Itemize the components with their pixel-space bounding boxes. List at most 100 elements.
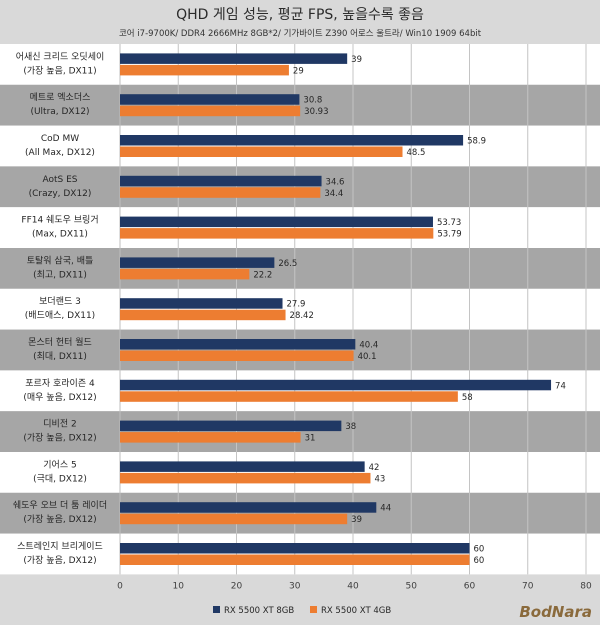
- category-label-sub: (가장 높음, DX12): [23, 514, 96, 525]
- category-label-sub: (가장 높음, DX11): [23, 65, 96, 76]
- legend-label: RX 5500 XT 4GB: [321, 606, 391, 616]
- category-label-sub: (Ultra, DX12): [30, 107, 89, 117]
- x-tick-label: 30: [289, 581, 301, 591]
- bar-4gb: [120, 554, 470, 565]
- bar-4gb: [120, 64, 289, 76]
- bar-8gb: [120, 339, 356, 350]
- data-label: 40.1: [358, 352, 377, 362]
- x-tick-label: 50: [406, 581, 418, 591]
- category-label: FF14 쉐도우 브링거: [21, 214, 98, 226]
- category-label-sub: (Max, DX11): [32, 230, 88, 240]
- data-label: 26.5: [278, 259, 297, 269]
- category-label: CoD MW: [41, 134, 79, 144]
- bar-8gb: [120, 461, 365, 472]
- row-band: [0, 125, 600, 167]
- row-band: [0, 533, 600, 575]
- data-label: 53.73: [437, 218, 461, 228]
- row-band: [0, 248, 600, 289]
- row-band: [0, 411, 600, 452]
- category-label-sub: (Crazy, DX12): [29, 189, 92, 199]
- category-label: 포르자 호라이즌 4: [25, 378, 95, 389]
- data-label: 58.9: [467, 137, 486, 147]
- bar-8gb: [120, 420, 342, 432]
- row-band: [0, 452, 600, 493]
- category-label: 디비전 2: [43, 419, 76, 430]
- legend-label: RX 5500 XT 8GB: [224, 606, 294, 616]
- row-band: [0, 84, 600, 126]
- data-label: 58: [462, 393, 473, 403]
- data-label: 38: [345, 422, 356, 432]
- chart-subtitle: 코어 i7-9700K/ DDR4 2666MHz 8GB*2/ 기가바이트 Z…: [118, 29, 482, 39]
- category-label-sub: (최고, DX11): [33, 269, 87, 280]
- category-label: AotS ES: [42, 175, 77, 185]
- bar-4gb: [120, 432, 301, 443]
- bar-8gb: [120, 257, 275, 268]
- bar-4gb: [120, 350, 354, 361]
- data-label: 60: [474, 556, 485, 566]
- category-label-sub: (배드애스, DX11): [25, 310, 95, 321]
- bar-4gb: [120, 513, 348, 525]
- bar-4gb: [120, 472, 371, 484]
- watermark: BodNara: [519, 603, 592, 621]
- data-label: 40.4: [359, 341, 378, 351]
- bar-8gb: [120, 53, 348, 64]
- data-label: 43: [374, 474, 385, 484]
- data-label: 42: [369, 463, 380, 473]
- x-tick-label: 40: [347, 581, 359, 591]
- x-tick-label: 20: [231, 581, 243, 591]
- data-label: 31: [305, 434, 316, 444]
- bar-8gb: [120, 379, 552, 391]
- category-label: 기어스 5: [43, 459, 76, 470]
- category-label-sub: (매우 높음, DX12): [23, 392, 96, 403]
- x-tick-label: 0: [117, 581, 123, 591]
- category-label: 메트로 엑소더스: [30, 91, 91, 103]
- row-band: [0, 207, 600, 248]
- data-label: 39: [351, 55, 362, 65]
- bar-4gb: [120, 146, 403, 157]
- bar-4gb: [120, 187, 321, 198]
- category-label-sub: (All Max, DX12): [25, 148, 95, 158]
- category-label: 어새신 크리드 오딧세이: [16, 51, 105, 62]
- bar-4gb: [120, 268, 250, 280]
- legend-swatch: [310, 606, 317, 613]
- category-label-sub: (극대, DX12): [33, 473, 87, 484]
- bar-8gb: [120, 543, 470, 554]
- data-label: 30.93: [304, 107, 328, 117]
- x-tick-label: 10: [173, 581, 185, 591]
- bar-4gb: [120, 391, 458, 402]
- data-label: 44: [380, 504, 391, 514]
- data-label: 27.9: [287, 300, 306, 310]
- x-tick-label: 80: [580, 581, 592, 591]
- bar-8gb: [120, 94, 300, 105]
- category-label: 보더랜드 3: [39, 296, 81, 307]
- data-label: 60: [474, 545, 485, 555]
- data-label: 34.6: [326, 177, 345, 187]
- bar-8gb: [120, 502, 377, 513]
- data-label: 30.8: [303, 96, 322, 106]
- category-label-sub: (가장 높음, DX12): [23, 555, 96, 566]
- category-label-sub: (최대, DX11): [33, 351, 87, 362]
- row-band: [0, 370, 600, 412]
- x-tick-label: 70: [522, 581, 534, 591]
- category-label: 쉐도우 오브 더 툼 레이더: [13, 500, 107, 511]
- data-label: 29: [293, 66, 304, 76]
- bar-4gb: [120, 228, 434, 239]
- bar-4gb: [120, 105, 301, 117]
- data-label: 53.79: [437, 230, 461, 240]
- data-label: 28.42: [290, 311, 314, 321]
- chart-title: QHD 게임 성능, 평균 FPS, 높을수록 좋음: [176, 7, 424, 23]
- data-label: 74: [555, 381, 566, 391]
- bar-4gb: [120, 309, 286, 321]
- data-label: 39: [351, 515, 362, 525]
- row-band: [0, 288, 600, 330]
- bar-8gb: [120, 298, 283, 309]
- category-label: 토탈워 삼국, 배틀: [27, 255, 94, 266]
- bar-8gb: [120, 216, 433, 228]
- row-band: [0, 44, 600, 85]
- bar-8gb: [120, 135, 464, 146]
- data-label: 48.5: [407, 148, 426, 158]
- category-label-sub: (가장 높음, DX12): [23, 433, 96, 444]
- data-label: 34.4: [324, 189, 343, 199]
